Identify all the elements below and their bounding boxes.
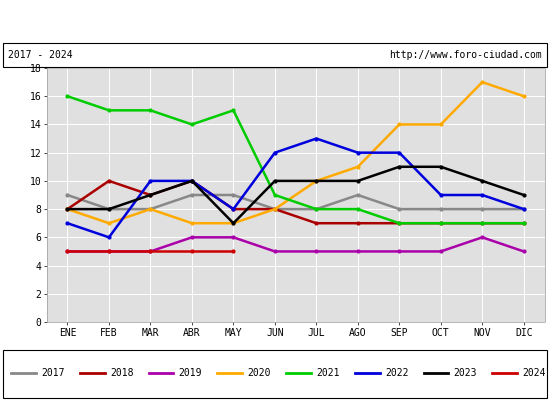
- Text: 2018: 2018: [110, 368, 134, 378]
- Text: 2019: 2019: [179, 368, 202, 378]
- Text: 2017: 2017: [41, 368, 65, 378]
- Text: 2023: 2023: [454, 368, 477, 378]
- Text: 2017 - 2024: 2017 - 2024: [8, 50, 73, 60]
- Text: 2022: 2022: [385, 368, 409, 378]
- Text: 2020: 2020: [248, 368, 271, 378]
- Text: http://www.foro-ciudad.com: http://www.foro-ciudad.com: [389, 50, 542, 60]
- Text: 2024: 2024: [522, 368, 546, 378]
- Text: Evolucion del paro registrado en Azofra: Evolucion del paro registrado en Azofra: [97, 14, 453, 28]
- Text: 2021: 2021: [316, 368, 340, 378]
